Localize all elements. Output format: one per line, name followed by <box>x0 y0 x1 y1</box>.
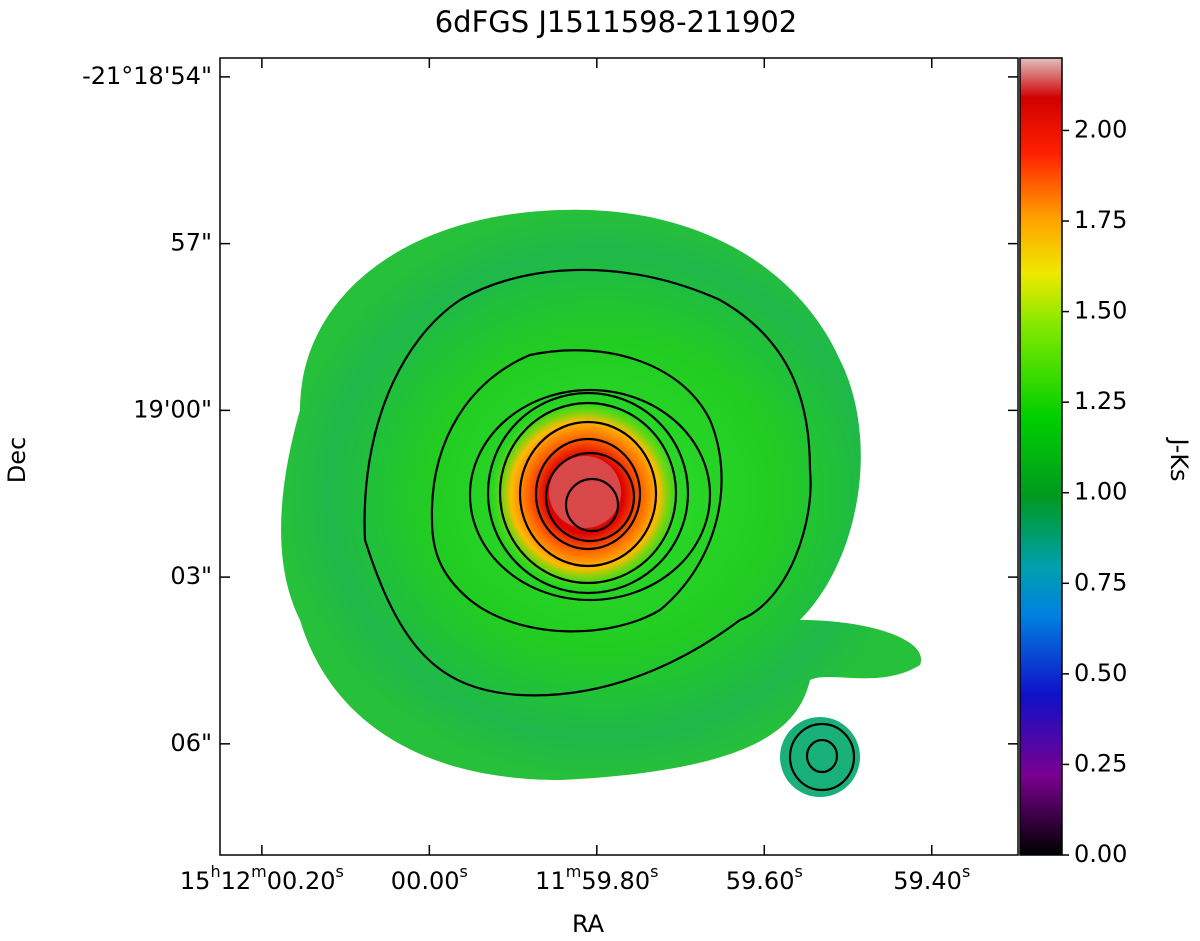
colorbar-tick-label: 1.50 <box>1074 297 1127 325</box>
x-tick-label: 59.60s <box>726 862 803 895</box>
colorbar-tick-label: 2.00 <box>1074 115 1127 143</box>
colorbar-tick-label: 1.00 <box>1074 478 1127 506</box>
colorbar <box>1019 57 1063 856</box>
colorbar-label: J-Ks <box>1165 436 1193 481</box>
chart-title: 6dFGS J1511598-211902 <box>435 5 798 39</box>
y-tick-label: 19'00" <box>133 395 212 423</box>
y-tick-label: 03" <box>170 562 212 590</box>
y-tick-label: -21°18'54" <box>82 62 212 90</box>
y-tick-label: 57" <box>170 229 212 257</box>
y-axis-label: Dec <box>3 437 31 483</box>
x-axis-label: RA <box>572 910 605 938</box>
x-tick-label: 59.40s <box>893 862 970 895</box>
y-tick-label: 06" <box>170 729 212 757</box>
x-tick-label: 11m59.80s <box>535 862 658 895</box>
image <box>281 209 922 797</box>
colorbar-tick-label: 1.25 <box>1074 387 1127 415</box>
colorbar-tick-label: 0.00 <box>1074 840 1127 868</box>
colorbar-tick-label: 0.25 <box>1074 749 1127 777</box>
colorbar-tick-label: 0.50 <box>1074 659 1127 687</box>
axes-frame <box>219 57 1019 856</box>
colorbar-tick-label: 0.75 <box>1074 568 1127 596</box>
colorbar-tick-label: 1.75 <box>1074 206 1127 234</box>
x-tick-label: 15h12m00.20s <box>180 862 344 895</box>
x-tick-label: 00.00s <box>391 862 468 895</box>
